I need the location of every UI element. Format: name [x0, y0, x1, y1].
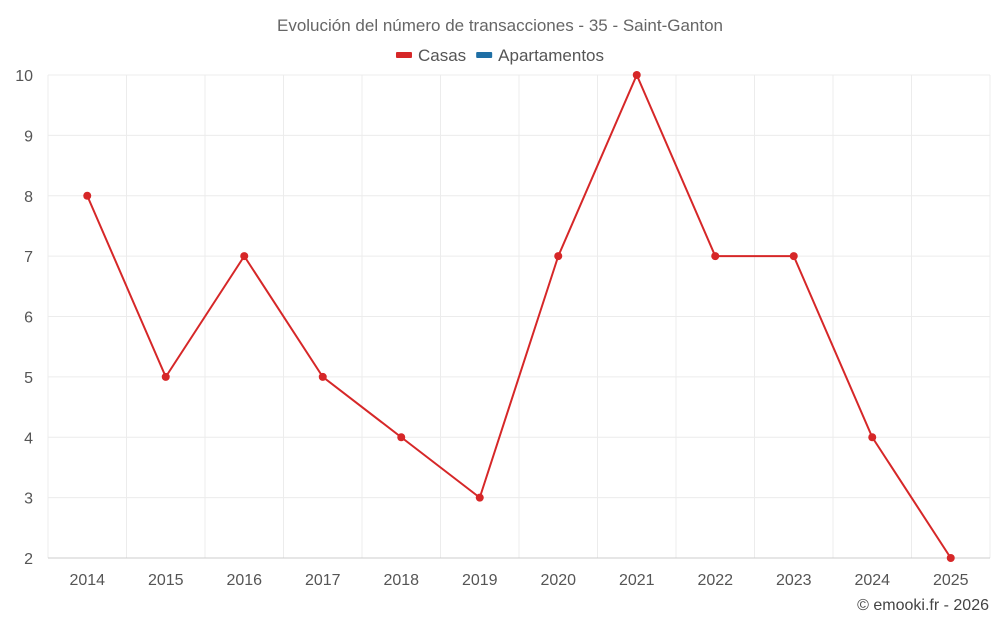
data-point[interactable] — [397, 433, 406, 442]
y-tick-label: 10 — [15, 68, 33, 85]
data-point[interactable] — [789, 252, 798, 261]
x-tick-label: 2022 — [697, 572, 733, 589]
gridlines — [47, 74, 991, 558]
chart-title: Evolución del número de transacciones - … — [277, 16, 723, 35]
x-tick-label: 2025 — [933, 572, 969, 589]
series-layer — [83, 71, 955, 562]
x-tick-label: 2018 — [383, 572, 419, 589]
y-tick-label: 8 — [24, 189, 33, 206]
x-tick-label: 2024 — [854, 572, 890, 589]
y-tick-label: 6 — [24, 310, 33, 327]
data-point[interactable] — [83, 191, 92, 200]
y-tick-label: 2 — [24, 551, 33, 568]
data-point[interactable] — [161, 372, 170, 381]
legend-swatch — [476, 52, 493, 58]
data-point[interactable] — [554, 252, 563, 261]
legend-item[interactable]: Casas — [395, 46, 466, 65]
y-tick-label: 3 — [24, 491, 33, 508]
data-point[interactable] — [868, 433, 877, 442]
data-point[interactable] — [475, 493, 484, 502]
data-point[interactable] — [632, 71, 641, 79]
legend-swatch — [395, 52, 412, 58]
x-tick-label: 2015 — [148, 572, 184, 589]
credit-text: © emooki.fr - 2026 — [857, 597, 989, 614]
x-tick-label: 2023 — [776, 572, 812, 589]
y-tick-label: 5 — [24, 370, 33, 387]
legend-label: Apartamentos — [498, 46, 604, 65]
x-tick-label: 2021 — [619, 572, 655, 589]
x-tick-label: 2017 — [305, 572, 341, 589]
series-line — [86, 74, 952, 559]
data-point[interactable] — [240, 252, 249, 261]
data-point[interactable] — [946, 554, 955, 562]
data-point[interactable] — [711, 252, 720, 261]
axes: 2 3 4 5 6 7 8 9 10 2014 2015 2016 2017 2018 2019 2020 20… — [15, 68, 990, 589]
y-tick-label: 7 — [24, 249, 33, 266]
x-tick-label: 2014 — [69, 572, 105, 589]
legend: Casas Apartamentos — [395, 46, 604, 65]
y-tick-label: 4 — [24, 430, 33, 447]
data-point[interactable] — [318, 372, 327, 381]
legend-label: Casas — [418, 46, 466, 65]
legend-item[interactable]: Apartamentos — [476, 46, 604, 65]
x-tick-label: 2020 — [540, 572, 576, 589]
y-tick-label: 9 — [24, 128, 33, 145]
x-tick-label: 2019 — [462, 572, 498, 589]
x-tick-label: 2016 — [226, 572, 262, 589]
